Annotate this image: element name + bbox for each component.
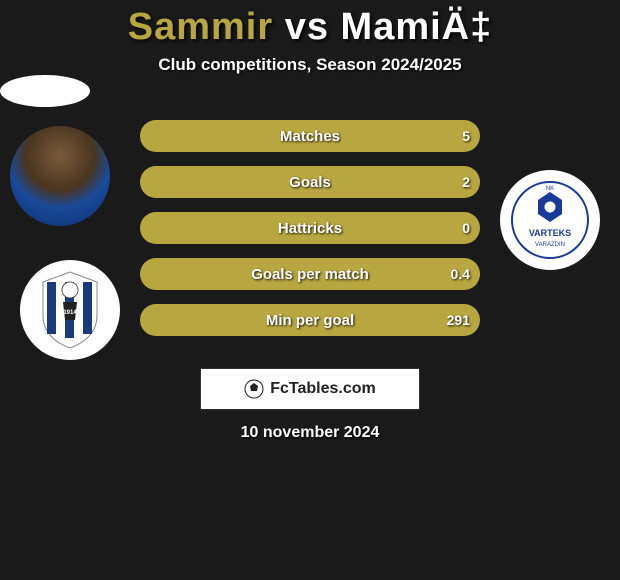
stat-label: Matches bbox=[140, 120, 480, 152]
svg-text:NK: NK bbox=[546, 186, 554, 192]
stat-row: Hattricks 0 bbox=[140, 212, 480, 244]
stat-value: 5 bbox=[462, 120, 470, 152]
stat-value: 0 bbox=[462, 212, 470, 244]
soccer-ball-icon bbox=[244, 379, 264, 399]
fctables-logo: FcTables.com bbox=[200, 368, 420, 410]
player1-name: Sammir bbox=[128, 6, 273, 48]
comparison-title: Sammir vs MamiÄ‡ bbox=[0, 0, 620, 49]
svg-text:VARTEKS: VARTEKS bbox=[529, 228, 571, 238]
vs-label: vs bbox=[285, 6, 329, 48]
lokomotiva-icon: 1914 bbox=[35, 270, 105, 350]
stat-label: Hattricks bbox=[140, 212, 480, 244]
stat-row: Goals per match 0.4 bbox=[140, 258, 480, 290]
stat-label: Goals bbox=[140, 166, 480, 198]
player2-avatar bbox=[0, 75, 90, 107]
footer-date: 10 november 2024 bbox=[0, 424, 620, 442]
player1-avatar bbox=[10, 126, 110, 226]
stat-label: Goals per match bbox=[140, 258, 480, 290]
club-badge-right: VARTEKS VARAZDIN NK bbox=[500, 170, 600, 270]
stat-row: Min per goal 291 bbox=[140, 304, 480, 336]
stat-label: Min per goal bbox=[140, 304, 480, 336]
club-badge-left: 1914 bbox=[20, 260, 120, 360]
brand-text: FcTables.com bbox=[270, 380, 376, 398]
stat-row: Goals 2 bbox=[140, 166, 480, 198]
player2-name: MamiÄ‡ bbox=[341, 6, 493, 48]
stats-container: Matches 5 Goals 2 Hattricks 0 Goals per … bbox=[140, 120, 480, 350]
svg-text:1914: 1914 bbox=[63, 310, 77, 316]
stat-value: 2 bbox=[462, 166, 470, 198]
stat-row: Matches 5 bbox=[140, 120, 480, 152]
svg-text:VARAZDIN: VARAZDIN bbox=[535, 242, 565, 248]
stat-value: 291 bbox=[447, 304, 470, 336]
stat-value: 0.4 bbox=[451, 258, 470, 290]
season-subtitle: Club competitions, Season 2024/2025 bbox=[0, 55, 620, 75]
varteks-icon: VARTEKS VARAZDIN NK bbox=[510, 180, 590, 260]
